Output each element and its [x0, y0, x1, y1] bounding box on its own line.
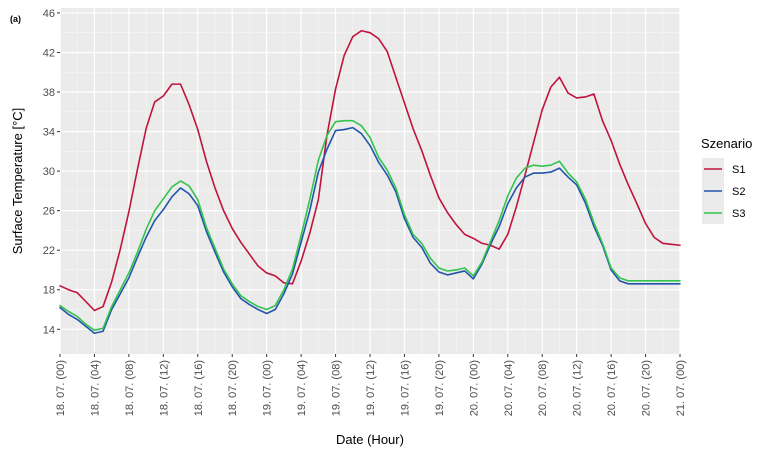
x-tick-label: 18. 07. (16) [193, 360, 205, 416]
y-tick-label: 18 [43, 285, 55, 297]
x-tick-label: 18. 07. (12) [158, 360, 170, 416]
y-tick-label: 14 [43, 324, 55, 336]
x-tick-label: 19. 07. (20) [434, 360, 446, 416]
x-tick-label: 20. 07. (20) [641, 360, 653, 416]
y-tick-label: 26 [43, 206, 55, 218]
x-tick-label: 19. 07. (08) [331, 360, 343, 416]
legend-label-s2: S2 [732, 186, 745, 198]
y-tick-label: 30 [43, 166, 55, 178]
legend-title: Szenario [701, 136, 752, 151]
x-tick-label: 18. 07. (00) [55, 360, 67, 416]
x-tick-label: 20. 07. (16) [606, 360, 618, 416]
x-tick-label: 18. 07. (20) [227, 360, 239, 416]
y-axis-title: Surface Temperature [°C] [10, 108, 25, 255]
x-tick-label: 20. 07. (04) [503, 360, 515, 416]
x-axis-title: Date (Hour) [336, 432, 404, 447]
series-lines [59, 29, 681, 335]
x-tick-label: 19. 07. (12) [365, 360, 377, 416]
y-axis: 14 18 22 26 30 34 38 42 46 [43, 8, 60, 336]
x-tick-label: 19. 07. (04) [296, 360, 308, 416]
y-tick-label: 34 [43, 127, 55, 139]
x-tick-label: 19. 07. (16) [399, 360, 411, 416]
x-tick-label: 18. 07. (04) [89, 360, 101, 416]
panel-label: (a) [10, 14, 21, 24]
series-line-s3 [59, 119, 681, 332]
series-line-s2 [59, 126, 681, 335]
y-tick-label: 42 [43, 47, 55, 59]
x-tick-label: 20. 07. (12) [572, 360, 584, 416]
y-tick-label: 38 [43, 87, 55, 99]
x-axis: 18. 07. (00) 18. 07. (04) 18. 07. (08) 18. … [55, 354, 687, 416]
x-tick-label: 20. 07. (00) [468, 360, 480, 416]
legend-label-s3: S3 [732, 208, 745, 220]
x-tick-label: 19. 07. (00) [262, 360, 274, 416]
x-tick-label: 18. 07. (08) [124, 360, 136, 416]
grid-lines [59, 8, 681, 354]
y-tick-label: 46 [43, 8, 55, 20]
y-tick-label: 22 [43, 245, 55, 257]
legend-label-s1: S1 [732, 164, 745, 176]
series-line-s1 [59, 29, 681, 312]
x-tick-label: 21. 07. (00) [675, 360, 687, 416]
x-tick-label: 20. 07. (08) [537, 360, 549, 416]
legend: Szenario S1 S2 S3 [701, 136, 752, 224]
